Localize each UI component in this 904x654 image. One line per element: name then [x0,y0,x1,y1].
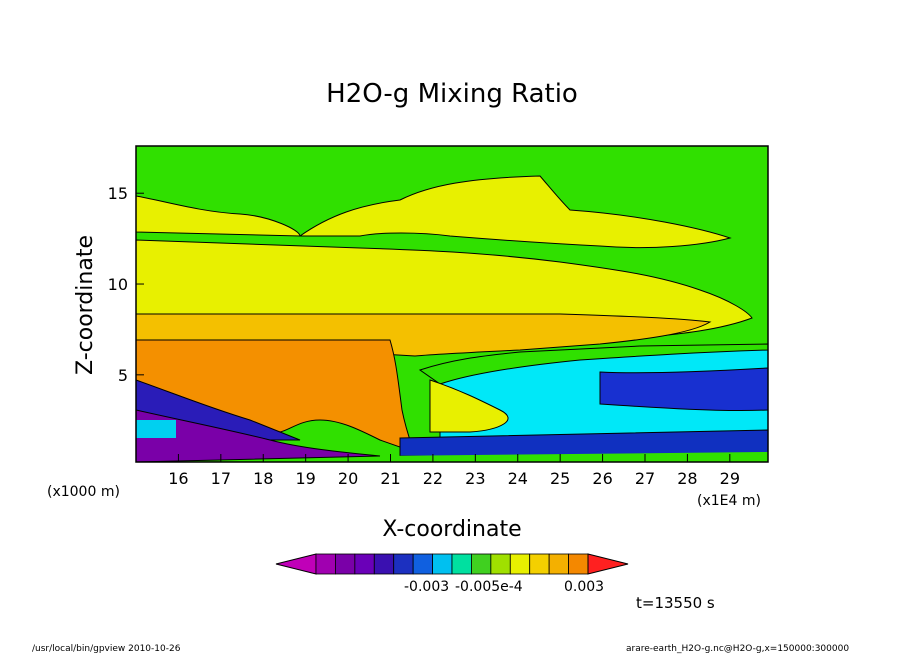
colorbar-swatch [373,553,395,575]
colorbar-label-1: -0.003 [404,579,449,595]
band-blue-right [599,367,768,412]
x-tick-label: 19 [295,469,315,488]
colorbar-swatch [568,553,589,575]
band-cyan-low-left [136,420,176,438]
x-tick-label: 18 [253,469,273,488]
colorbar-swatch [335,553,356,575]
x-tick-label: 17 [211,469,231,488]
colorbar-label-3: 0.003 [564,579,604,595]
colorbar-label-2: -0.005e-4 [455,579,523,595]
band-blue-bottom [399,429,768,457]
colorbar-swatch [529,553,550,575]
colorbar-swatch [412,553,433,575]
colorbar-swatch [432,553,453,575]
band-yellow-lowmid [429,379,509,433]
chart-title: H2O-g Mixing Ratio [326,79,578,109]
x-axis: 16 17 18 19 20 21 22 23 24 25 26 27 28 29 [168,454,740,488]
band-green-right [418,343,768,385]
x-unit-label: (x1E4 m) [697,493,761,509]
colorbar-swatch [393,553,414,575]
x-tick-label: 24 [508,469,528,488]
colorbar [275,553,629,575]
plot-frame [135,145,769,463]
x-axis-label: X-coordinate [382,517,521,542]
y-tick-label: 10 [108,275,128,294]
colorbar-swatch [548,553,569,575]
colorbar-swatch [354,553,375,575]
x-tick-label: 27 [635,469,655,488]
colorbar-arrow-left [275,553,317,575]
band-purple-left [136,409,381,462]
y-tick-label: 5 [118,366,128,385]
x-tick-label: 20 [338,469,358,488]
x-tick-label: 28 [677,469,697,488]
colorbar-swatch [509,553,531,575]
time-label: t=13550 s [636,594,715,612]
y-unit-label: (x1000 m) [47,484,120,500]
footer-right: arare-earth_H2O-g.nc@H2O-g,x=150000:3000… [626,644,849,654]
y-tick-label: 15 [108,184,128,203]
colorbar-swatch [471,553,492,575]
y-axis-label: Z-coordinate [73,235,98,375]
band-green-bottom [380,452,768,462]
colorbar-swatch [315,553,336,575]
y-axis: 5 10 15 [108,184,144,385]
band-yellow-upper [136,195,301,237]
band-yellow-cloud [298,175,732,249]
x-tick-label: 26 [592,469,612,488]
x-tick-label: 16 [168,469,188,488]
x-tick-label: 23 [465,469,485,488]
colorbar-swatch [451,553,472,575]
x-tick-label: 22 [423,469,443,488]
colorbar-swatch [490,553,511,575]
x-tick-label: 25 [550,469,570,488]
colorbar-arrow-right [587,553,629,575]
x-tick-label: 21 [380,469,400,488]
footer-left: /usr/local/bin/gpview 2010-10-26 [32,644,181,654]
contour-field [136,146,768,462]
x-tick-label: 29 [720,469,740,488]
